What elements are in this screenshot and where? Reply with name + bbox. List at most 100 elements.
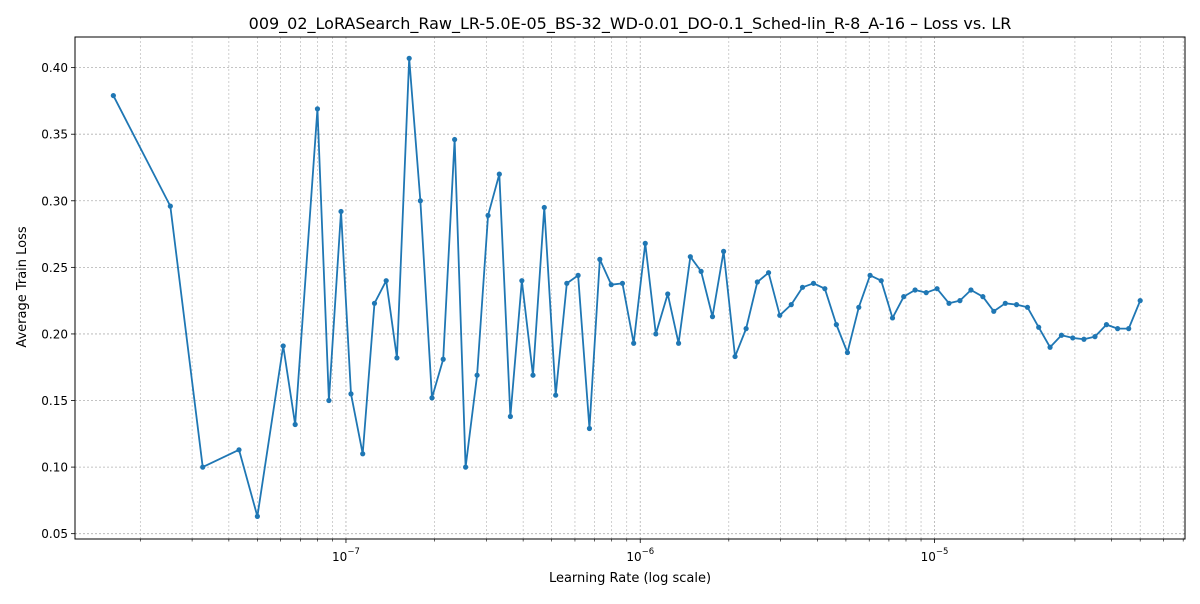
data-point — [326, 397, 332, 404]
data-point — [878, 278, 884, 284]
data-point — [280, 343, 286, 349]
data-point — [496, 171, 502, 177]
data-point — [429, 395, 435, 401]
data-point — [452, 136, 458, 143]
data-point — [1058, 332, 1065, 338]
data-point — [721, 248, 727, 254]
data-point — [709, 314, 716, 320]
data-point — [889, 315, 896, 321]
data-point — [732, 353, 738, 360]
grid-lines — [75, 37, 1185, 539]
labels: 009_02_LoRASearch_Raw_LR-5.0E-05_BS-32_W… — [15, 14, 1011, 586]
y-tick-label: 0.15 — [41, 394, 68, 408]
data-point — [553, 392, 559, 398]
data-point — [844, 349, 851, 356]
data-point — [912, 287, 918, 293]
data-point — [822, 286, 828, 292]
plot-frame — [74, 36, 1186, 540]
data-point — [608, 282, 614, 288]
y-tick-label: 0.20 — [41, 327, 68, 341]
data-point — [1115, 326, 1121, 332]
data-point — [575, 272, 581, 278]
data-point — [946, 300, 952, 306]
data-point — [1013, 302, 1020, 308]
data-point — [406, 55, 412, 61]
x-tick-label: 10−5 — [921, 547, 949, 564]
data-point — [463, 464, 469, 470]
data-point — [530, 372, 536, 378]
y-tick-label: 0.10 — [41, 461, 68, 475]
data-point — [1126, 326, 1132, 332]
data-point — [799, 284, 806, 290]
data-point — [754, 279, 760, 285]
data-point — [564, 280, 570, 286]
data-point — [541, 204, 547, 211]
data-point — [440, 356, 446, 362]
data-point — [777, 312, 783, 318]
chart-title: 009_02_LoRASearch_Raw_LR-5.0E-05_BS-32_W… — [249, 14, 1012, 34]
x-tick-label: 10−6 — [626, 547, 654, 564]
data-point — [980, 294, 986, 300]
data-point — [743, 326, 749, 332]
data-point — [519, 278, 525, 284]
axes: 10−7 10−6 10−5 0.05 0.10 0.15 0.20 0.25 0.30 0.35… — [41, 36, 1186, 564]
data-point — [687, 254, 693, 260]
data-point — [507, 413, 513, 420]
data-point — [200, 464, 206, 470]
data-point — [934, 286, 940, 292]
x-tick-label: 10−7 — [332, 547, 360, 564]
data-point — [765, 270, 772, 276]
data-point — [485, 212, 491, 219]
y-tick-label: 0.30 — [41, 194, 68, 208]
y-axis-label: Average Train Loss — [15, 226, 30, 348]
y-tick-label: 0.40 — [41, 61, 68, 75]
data-point — [1137, 298, 1143, 304]
data-point — [1103, 322, 1110, 328]
data-point — [665, 291, 671, 297]
data-point — [236, 447, 242, 453]
data-point — [991, 308, 997, 314]
data-point — [254, 513, 260, 519]
data-point — [619, 280, 626, 286]
data-point — [586, 425, 593, 432]
data-point — [901, 294, 907, 300]
data-point — [642, 240, 648, 246]
data-point — [1024, 304, 1031, 310]
data-point — [698, 268, 704, 274]
data-point — [338, 208, 344, 215]
data-point — [856, 304, 862, 310]
data-point — [417, 198, 423, 204]
data-point — [653, 331, 659, 337]
data-point — [371, 300, 378, 306]
data-point — [348, 391, 354, 397]
y-tick-label: 0.05 — [41, 527, 68, 541]
y-tick-label: 0.35 — [41, 128, 68, 142]
data-point — [1070, 335, 1076, 341]
data-point — [167, 203, 173, 209]
x-axis-label: Learning Rate (log scale) — [549, 571, 711, 586]
data-point — [788, 302, 794, 308]
data-point — [110, 92, 116, 99]
data-point — [360, 451, 366, 457]
data-point — [1081, 336, 1087, 342]
data-point — [474, 372, 480, 378]
data-point — [1092, 334, 1098, 340]
data-point — [1036, 324, 1042, 330]
data-point — [292, 421, 298, 428]
data-point — [867, 272, 873, 278]
data-point — [968, 287, 974, 293]
data-point — [1047, 344, 1053, 350]
data-point — [1002, 300, 1008, 306]
y-tick-label: 0.25 — [41, 261, 68, 275]
data-point — [957, 298, 963, 304]
series-layer — [110, 55, 1143, 519]
data-point — [597, 256, 603, 262]
data-point — [631, 340, 637, 346]
data-point — [394, 355, 400, 361]
data-point — [833, 322, 839, 328]
data-point — [383, 278, 389, 284]
data-point — [675, 340, 682, 346]
data-point — [810, 280, 817, 286]
